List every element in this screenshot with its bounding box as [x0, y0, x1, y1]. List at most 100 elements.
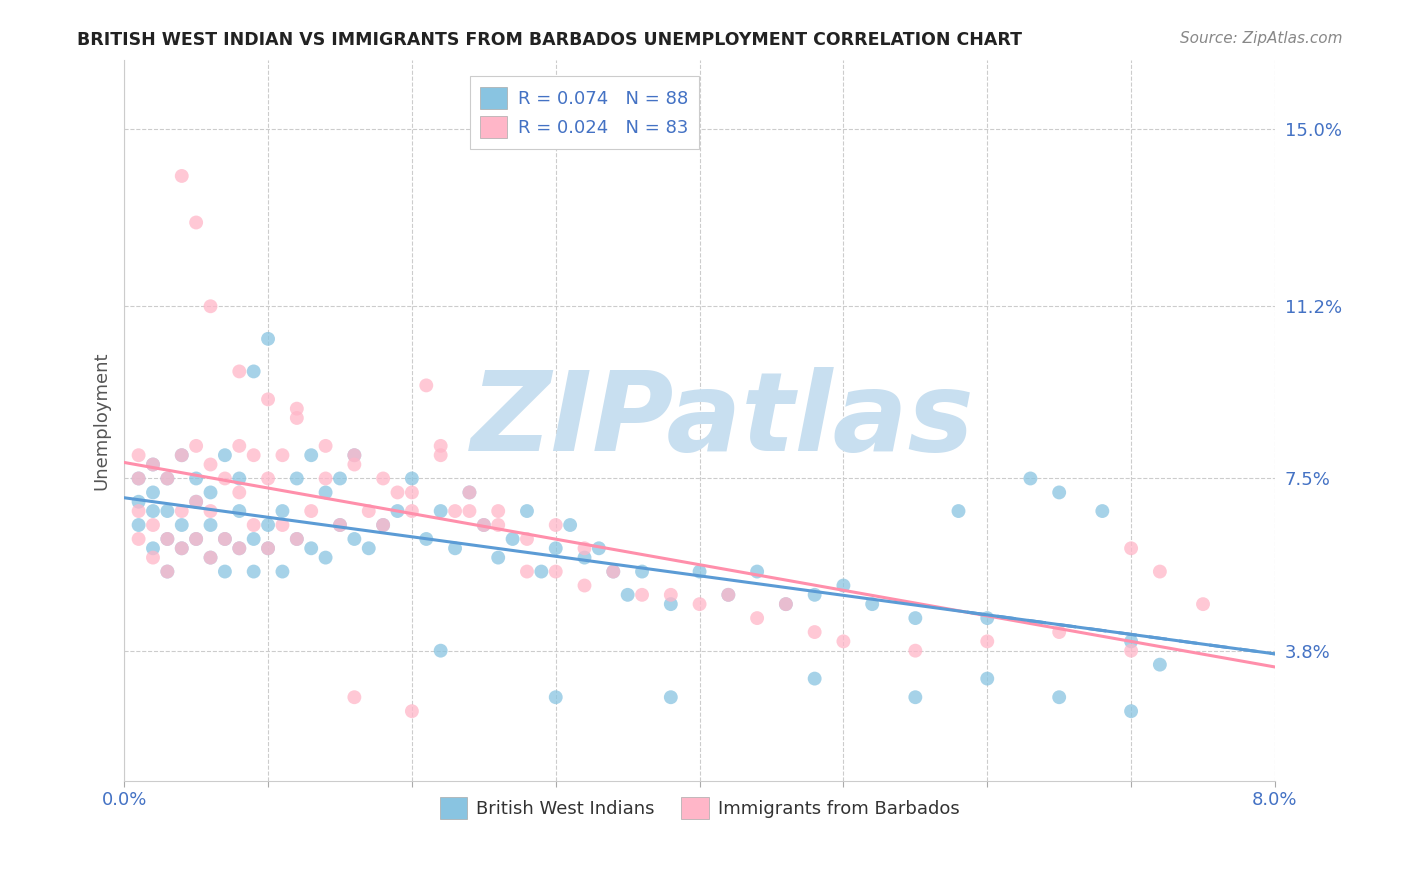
Point — [242, 532, 264, 546]
Point — [371, 518, 394, 533]
Point — [689, 565, 711, 579]
Point — [142, 458, 165, 472]
Point — [1047, 690, 1070, 705]
Point — [156, 565, 179, 579]
Point — [214, 471, 236, 485]
Point — [156, 471, 179, 485]
Point — [516, 532, 538, 546]
Point — [156, 504, 179, 518]
Point — [128, 471, 150, 485]
Point — [1047, 625, 1070, 640]
Point — [631, 588, 654, 602]
Point — [343, 690, 366, 705]
Point — [472, 518, 495, 533]
Point — [257, 471, 280, 485]
Point — [588, 541, 610, 556]
Point — [257, 541, 280, 556]
Point — [170, 169, 193, 183]
Point — [1149, 657, 1171, 672]
Point — [574, 541, 596, 556]
Point — [142, 541, 165, 556]
Point — [285, 471, 308, 485]
Point — [1119, 704, 1142, 718]
Point — [387, 485, 409, 500]
Point — [228, 504, 250, 518]
Point — [186, 215, 208, 229]
Point — [429, 643, 451, 657]
Point — [415, 378, 437, 392]
Point — [214, 448, 236, 462]
Point — [128, 494, 150, 508]
Point — [343, 448, 366, 462]
Point — [186, 494, 208, 508]
Point — [516, 504, 538, 518]
Point — [775, 597, 797, 611]
Point — [170, 504, 193, 518]
Point — [285, 401, 308, 416]
Point — [775, 597, 797, 611]
Point — [271, 518, 294, 533]
Point — [1119, 643, 1142, 657]
Point — [458, 485, 481, 500]
Point — [948, 504, 970, 518]
Point — [429, 504, 451, 518]
Point — [371, 471, 394, 485]
Point — [228, 471, 250, 485]
Point — [401, 704, 423, 718]
Point — [242, 448, 264, 462]
Point — [616, 588, 638, 602]
Point — [214, 532, 236, 546]
Point — [803, 672, 825, 686]
Point — [544, 541, 567, 556]
Point — [415, 532, 437, 546]
Point — [242, 565, 264, 579]
Point — [285, 532, 308, 546]
Point — [558, 518, 581, 533]
Point — [186, 494, 208, 508]
Point — [401, 485, 423, 500]
Point — [544, 518, 567, 533]
Point — [745, 565, 768, 579]
Point — [401, 471, 423, 485]
Point — [976, 672, 998, 686]
Point — [602, 565, 624, 579]
Point — [200, 485, 222, 500]
Point — [343, 458, 366, 472]
Point — [315, 471, 337, 485]
Point — [257, 541, 280, 556]
Point — [170, 448, 193, 462]
Point — [142, 504, 165, 518]
Point — [228, 485, 250, 500]
Point — [357, 504, 380, 518]
Point — [156, 532, 179, 546]
Point — [142, 458, 165, 472]
Point — [228, 541, 250, 556]
Text: Source: ZipAtlas.com: Source: ZipAtlas.com — [1180, 31, 1343, 46]
Point — [257, 518, 280, 533]
Point — [285, 411, 308, 425]
Point — [214, 532, 236, 546]
Legend: British West Indians, Immigrants from Barbados: British West Indians, Immigrants from Ba… — [433, 789, 966, 826]
Point — [142, 550, 165, 565]
Point — [904, 690, 927, 705]
Point — [315, 550, 337, 565]
Point — [1047, 485, 1070, 500]
Point — [200, 550, 222, 565]
Point — [602, 565, 624, 579]
Point — [257, 392, 280, 407]
Point — [156, 532, 179, 546]
Point — [429, 448, 451, 462]
Point — [574, 578, 596, 592]
Point — [472, 518, 495, 533]
Point — [200, 550, 222, 565]
Point — [228, 364, 250, 378]
Point — [745, 611, 768, 625]
Point — [1119, 541, 1142, 556]
Point — [170, 541, 193, 556]
Point — [574, 550, 596, 565]
Point — [186, 532, 208, 546]
Point — [329, 471, 352, 485]
Point — [156, 565, 179, 579]
Point — [170, 448, 193, 462]
Point — [429, 439, 451, 453]
